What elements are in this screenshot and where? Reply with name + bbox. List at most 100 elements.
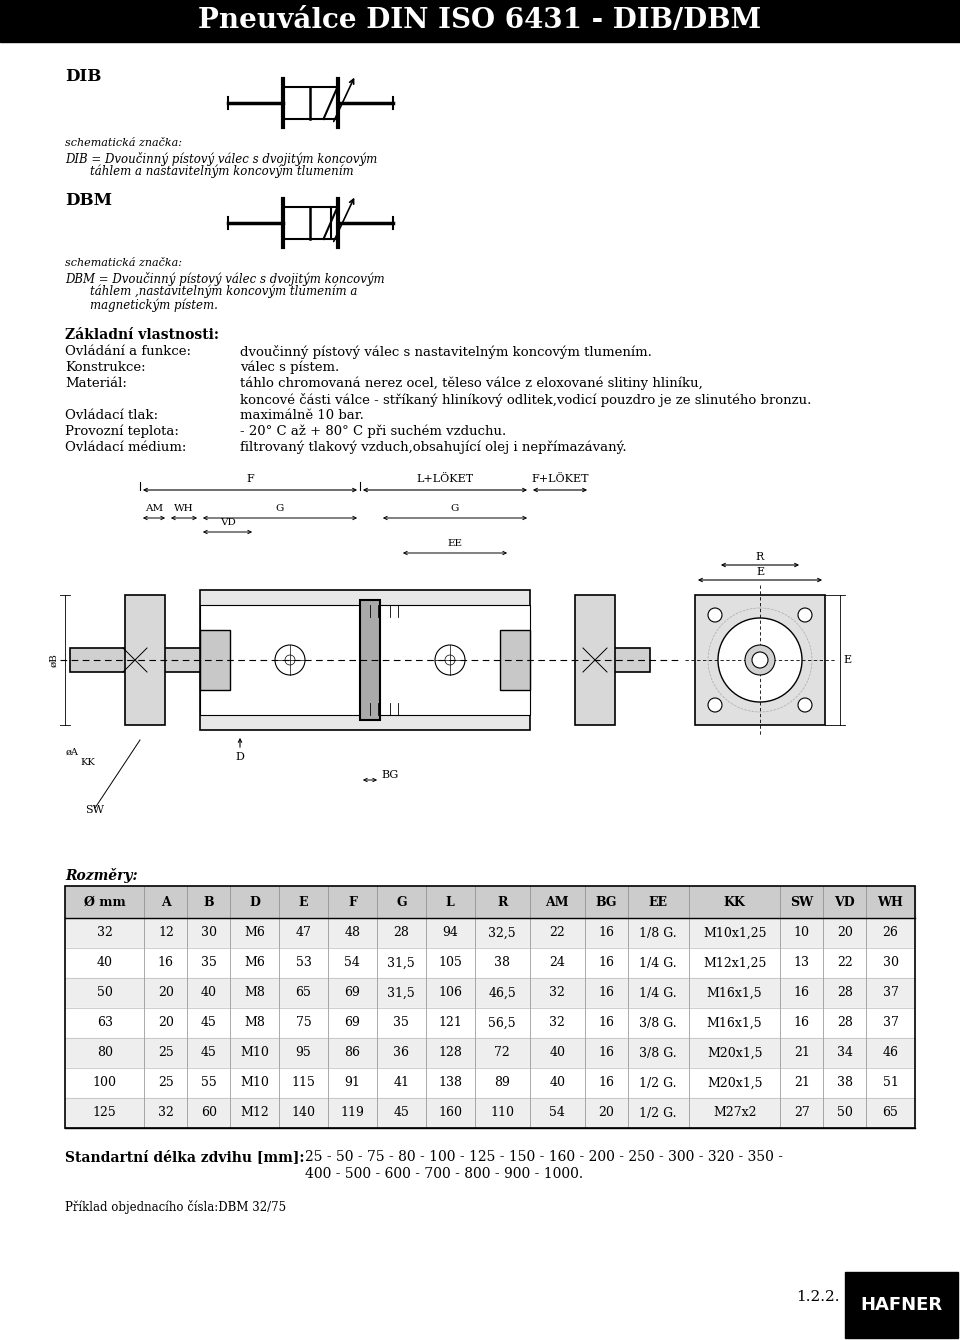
- Text: M6: M6: [244, 957, 265, 970]
- Text: 22: 22: [549, 926, 565, 939]
- Text: Ø mm: Ø mm: [84, 895, 126, 909]
- Text: 16: 16: [598, 986, 614, 1000]
- Bar: [200, 630, 230, 690]
- Text: M12: M12: [240, 1107, 269, 1119]
- Text: BG: BG: [381, 770, 398, 780]
- Text: 100: 100: [93, 1076, 117, 1089]
- Text: HAFNER: HAFNER: [860, 1296, 943, 1315]
- Text: AM: AM: [145, 504, 163, 513]
- Text: 37: 37: [882, 1017, 899, 1029]
- Text: F: F: [348, 895, 357, 909]
- Text: M10x1,25: M10x1,25: [703, 926, 766, 939]
- Text: R: R: [756, 552, 764, 561]
- Text: 16: 16: [157, 957, 174, 970]
- Text: 16: 16: [794, 986, 810, 1000]
- Text: 1/2 G.: 1/2 G.: [639, 1076, 677, 1089]
- Text: VD: VD: [834, 895, 855, 909]
- Text: A: A: [161, 895, 171, 909]
- Bar: [70, 649, 200, 671]
- Bar: [65, 918, 915, 947]
- Text: 36: 36: [394, 1047, 409, 1060]
- Text: F: F: [246, 474, 253, 484]
- Text: D: D: [235, 752, 245, 762]
- Text: 13: 13: [794, 957, 810, 970]
- Circle shape: [798, 608, 812, 622]
- Text: M27x2: M27x2: [713, 1107, 756, 1119]
- Bar: [65, 886, 915, 1128]
- Text: 1/8 G.: 1/8 G.: [639, 926, 677, 939]
- Text: 53: 53: [296, 957, 311, 970]
- Text: VD: VD: [220, 519, 235, 527]
- Text: M12x1,25: M12x1,25: [703, 957, 766, 970]
- Text: 400 - 500 - 600 - 700 - 800 - 900 - 1000.: 400 - 500 - 600 - 700 - 800 - 900 - 1000…: [305, 1167, 583, 1181]
- Text: 75: 75: [296, 1017, 311, 1029]
- Text: Standartní délka zdvihu [mm]:: Standartní délka zdvihu [mm]:: [65, 1150, 304, 1164]
- Text: 105: 105: [439, 957, 462, 970]
- Text: M10: M10: [240, 1076, 269, 1089]
- Text: 28: 28: [837, 1017, 852, 1029]
- Text: 160: 160: [439, 1107, 463, 1119]
- Text: 95: 95: [296, 1047, 311, 1060]
- Text: Ovládání a funkce:: Ovládání a funkce:: [65, 344, 191, 358]
- Text: 106: 106: [439, 986, 463, 1000]
- Text: 86: 86: [345, 1047, 360, 1060]
- Text: 38: 38: [494, 957, 510, 970]
- Text: 65: 65: [296, 986, 311, 1000]
- Text: dvoučinný pístový válec s nastavitelným koncovým tlumením.: dvoučinný pístový válec s nastavitelným …: [240, 344, 652, 359]
- Text: 35: 35: [394, 1017, 409, 1029]
- Text: 25 - 50 - 75 - 80 - 100 - 125 - 150 - 160 - 200 - 250 - 300 - 320 - 350 -: 25 - 50 - 75 - 80 - 100 - 125 - 150 - 16…: [305, 1150, 783, 1164]
- Text: 31,5: 31,5: [388, 957, 416, 970]
- Text: E: E: [756, 567, 764, 578]
- Text: Pneuválce DIN ISO 6431 - DIB/DBM: Pneuválce DIN ISO 6431 - DIB/DBM: [199, 8, 761, 35]
- Text: 63: 63: [97, 1017, 112, 1029]
- Text: L+LÖKET: L+LÖKET: [417, 474, 473, 484]
- Text: Rozměry:: Rozměry:: [65, 868, 137, 883]
- Circle shape: [708, 698, 722, 712]
- Text: Konstrukce:: Konstrukce:: [65, 360, 146, 374]
- Text: 34: 34: [837, 1047, 852, 1060]
- Text: táhlo chromovaná nerez ocel, těleso válce z eloxované slitiny hliníku,: táhlo chromovaná nerez ocel, těleso válc…: [240, 377, 703, 390]
- Text: táhlem a nastavitelným koncovým tlumením: táhlem a nastavitelným koncovým tlumením: [90, 165, 353, 178]
- Text: F+LÖKET: F+LÖKET: [531, 474, 588, 484]
- Text: 38: 38: [837, 1076, 852, 1089]
- Text: 72: 72: [494, 1047, 510, 1060]
- Bar: [200, 604, 530, 716]
- Text: 32: 32: [158, 1107, 174, 1119]
- Text: 40: 40: [201, 986, 217, 1000]
- Text: 27: 27: [794, 1107, 809, 1119]
- Text: filtrovaný tlakový vzduch,obsahující olej i nepřímazávaný.: filtrovaný tlakový vzduch,obsahující ole…: [240, 441, 627, 454]
- Text: 32,5: 32,5: [489, 926, 516, 939]
- Text: 16: 16: [598, 957, 614, 970]
- Text: maximálně 10 bar.: maximálně 10 bar.: [240, 409, 364, 422]
- Bar: [575, 595, 615, 725]
- Bar: [0, 0, 960, 42]
- Text: 91: 91: [345, 1076, 360, 1089]
- Text: schematická značka:: schematická značka:: [65, 259, 182, 268]
- Text: 1.2.2.: 1.2.2.: [797, 1290, 840, 1304]
- Text: M8: M8: [244, 986, 265, 1000]
- Text: R: R: [497, 895, 508, 909]
- Text: 31,5: 31,5: [388, 986, 416, 1000]
- Text: 121: 121: [439, 1017, 462, 1029]
- Text: 28: 28: [837, 986, 852, 1000]
- Text: schematická značka:: schematická značka:: [65, 138, 182, 147]
- Text: KK: KK: [81, 758, 95, 766]
- Bar: [125, 595, 165, 725]
- Text: 20: 20: [158, 986, 174, 1000]
- Text: 47: 47: [296, 926, 311, 939]
- Text: 32: 32: [549, 986, 565, 1000]
- Text: M20x1,5: M20x1,5: [707, 1047, 762, 1060]
- Text: 119: 119: [341, 1107, 365, 1119]
- Bar: [605, 649, 650, 671]
- Text: 16: 16: [598, 1047, 614, 1060]
- Text: M6: M6: [244, 926, 265, 939]
- Text: Materiál:: Materiál:: [65, 377, 127, 390]
- Text: øB: øB: [49, 653, 58, 667]
- Text: 45: 45: [201, 1017, 217, 1029]
- Text: 60: 60: [201, 1107, 217, 1119]
- Text: válec s pístem.: válec s pístem.: [240, 360, 339, 374]
- Text: 125: 125: [93, 1107, 116, 1119]
- Text: 26: 26: [882, 926, 899, 939]
- Bar: [65, 947, 915, 978]
- Text: D: D: [250, 895, 260, 909]
